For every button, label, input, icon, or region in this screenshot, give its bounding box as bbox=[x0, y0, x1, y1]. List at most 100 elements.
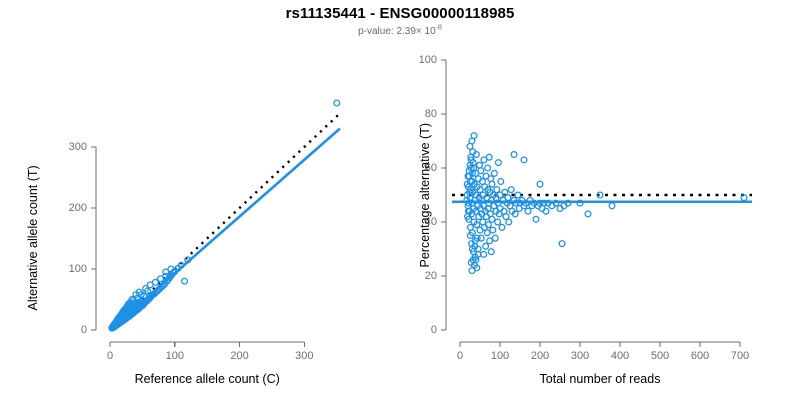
data-point bbox=[494, 218, 502, 226]
data-point bbox=[480, 156, 488, 164]
data-point bbox=[480, 250, 488, 258]
y-tick-label: 0 bbox=[80, 324, 87, 336]
data-point bbox=[524, 207, 532, 215]
data-point bbox=[564, 199, 572, 207]
data-point bbox=[491, 234, 499, 242]
data-point bbox=[469, 148, 477, 156]
data-point bbox=[464, 172, 472, 180]
data-point bbox=[536, 180, 544, 188]
data-point bbox=[167, 265, 175, 273]
data-point bbox=[464, 213, 472, 221]
pvalue-exponent: -8 bbox=[435, 24, 442, 32]
x-tick-label: 100 bbox=[165, 350, 184, 362]
data-layer bbox=[108, 99, 341, 332]
data-point bbox=[596, 191, 604, 199]
data-point bbox=[484, 164, 492, 172]
data-point bbox=[552, 199, 560, 207]
panel-percentage-alternative: 0 100 200 300 400 500 600 700 0 20 40 60 80 100 Total… bbox=[400, 0, 800, 400]
y-tick-label: 40 bbox=[424, 216, 437, 228]
data-point bbox=[494, 159, 502, 167]
data-point bbox=[471, 242, 479, 250]
y-tick-label: 300 bbox=[68, 140, 87, 153]
data-point bbox=[151, 278, 159, 286]
y-axis-title-left: Alternative allele count (T) bbox=[26, 165, 40, 311]
data-point bbox=[184, 256, 192, 264]
x-tick-label: 300 bbox=[295, 350, 314, 362]
data-point bbox=[467, 156, 475, 164]
data-point bbox=[505, 218, 513, 226]
data-point bbox=[512, 199, 520, 207]
data-point bbox=[576, 199, 584, 207]
data-point bbox=[473, 234, 481, 242]
data-point bbox=[740, 194, 748, 202]
data-point bbox=[477, 234, 485, 242]
data-point bbox=[470, 132, 478, 140]
x-axis-title-left: Reference allele count (C) bbox=[134, 372, 280, 386]
data-point bbox=[507, 186, 515, 194]
data-point bbox=[157, 275, 165, 283]
y-axis-title-right: Percentage alternative (T) bbox=[418, 122, 432, 268]
data-point bbox=[133, 294, 141, 302]
data-point bbox=[483, 229, 491, 237]
data-point bbox=[180, 277, 189, 285]
data-point bbox=[488, 215, 496, 223]
panel-allele-counts: 0 100 200 300 0 100 200 300 Reference allele co… bbox=[26, 99, 341, 386]
x-tick-label: 0 bbox=[456, 350, 464, 362]
x-tick-label: 200 bbox=[530, 350, 550, 362]
figure-subtitle: p-value: 2.39× 10-8 bbox=[0, 24, 800, 37]
y-tick-label: 200 bbox=[68, 201, 87, 214]
x-tick-label: 100 bbox=[490, 350, 510, 362]
data-point bbox=[584, 210, 592, 218]
data-point bbox=[520, 156, 528, 164]
y-tick-label: 100 bbox=[68, 262, 87, 275]
data-point bbox=[477, 167, 485, 175]
data-point bbox=[333, 99, 341, 107]
data-point bbox=[532, 215, 540, 223]
data-point bbox=[542, 207, 550, 215]
data-point bbox=[162, 268, 170, 276]
data-point bbox=[473, 264, 481, 272]
x-tick-label: 200 bbox=[230, 350, 249, 362]
data-point bbox=[540, 199, 548, 207]
scatter-canvas-right bbox=[441, 59, 752, 347]
x-tick-label: 500 bbox=[650, 350, 670, 362]
data-point bbox=[558, 240, 566, 248]
data-point bbox=[510, 150, 518, 159]
data-point bbox=[514, 191, 522, 199]
data-point bbox=[482, 242, 490, 250]
data-point bbox=[485, 153, 493, 161]
scatter-canvas-left bbox=[91, 99, 341, 347]
data-point bbox=[487, 248, 495, 256]
x-tick-label: 600 bbox=[690, 350, 710, 362]
data-point bbox=[486, 237, 494, 245]
data-point bbox=[490, 169, 498, 177]
x-tick-label: 700 bbox=[730, 350, 750, 362]
data-point bbox=[504, 194, 512, 202]
pvalue-text: p-value: 2.39× 10 bbox=[358, 26, 436, 37]
data-point bbox=[470, 164, 478, 172]
data-point bbox=[502, 213, 510, 221]
y-tick-label: 60 bbox=[424, 162, 437, 174]
x-axis-title-right: Total number of reads bbox=[539, 372, 661, 386]
y-tick-label: 20 bbox=[424, 270, 437, 282]
data-point bbox=[159, 281, 167, 289]
y-tick-label: 0 bbox=[430, 324, 437, 336]
x-tick-label: 400 bbox=[610, 350, 630, 362]
data-point bbox=[497, 177, 505, 186]
data-point bbox=[466, 188, 474, 196]
data-point bbox=[177, 261, 185, 269]
data-point bbox=[137, 291, 145, 299]
data-point bbox=[608, 202, 616, 210]
x-tick-label: 300 bbox=[570, 350, 590, 362]
y-tick-label: 80 bbox=[424, 108, 437, 120]
data-point bbox=[463, 196, 471, 204]
data-point bbox=[493, 186, 501, 194]
data-point bbox=[472, 256, 480, 264]
data-point bbox=[108, 324, 116, 332]
data-point bbox=[511, 210, 519, 218]
data-layer bbox=[452, 132, 752, 275]
data-point bbox=[498, 223, 506, 231]
data-point bbox=[473, 221, 481, 229]
data-point bbox=[463, 180, 471, 188]
